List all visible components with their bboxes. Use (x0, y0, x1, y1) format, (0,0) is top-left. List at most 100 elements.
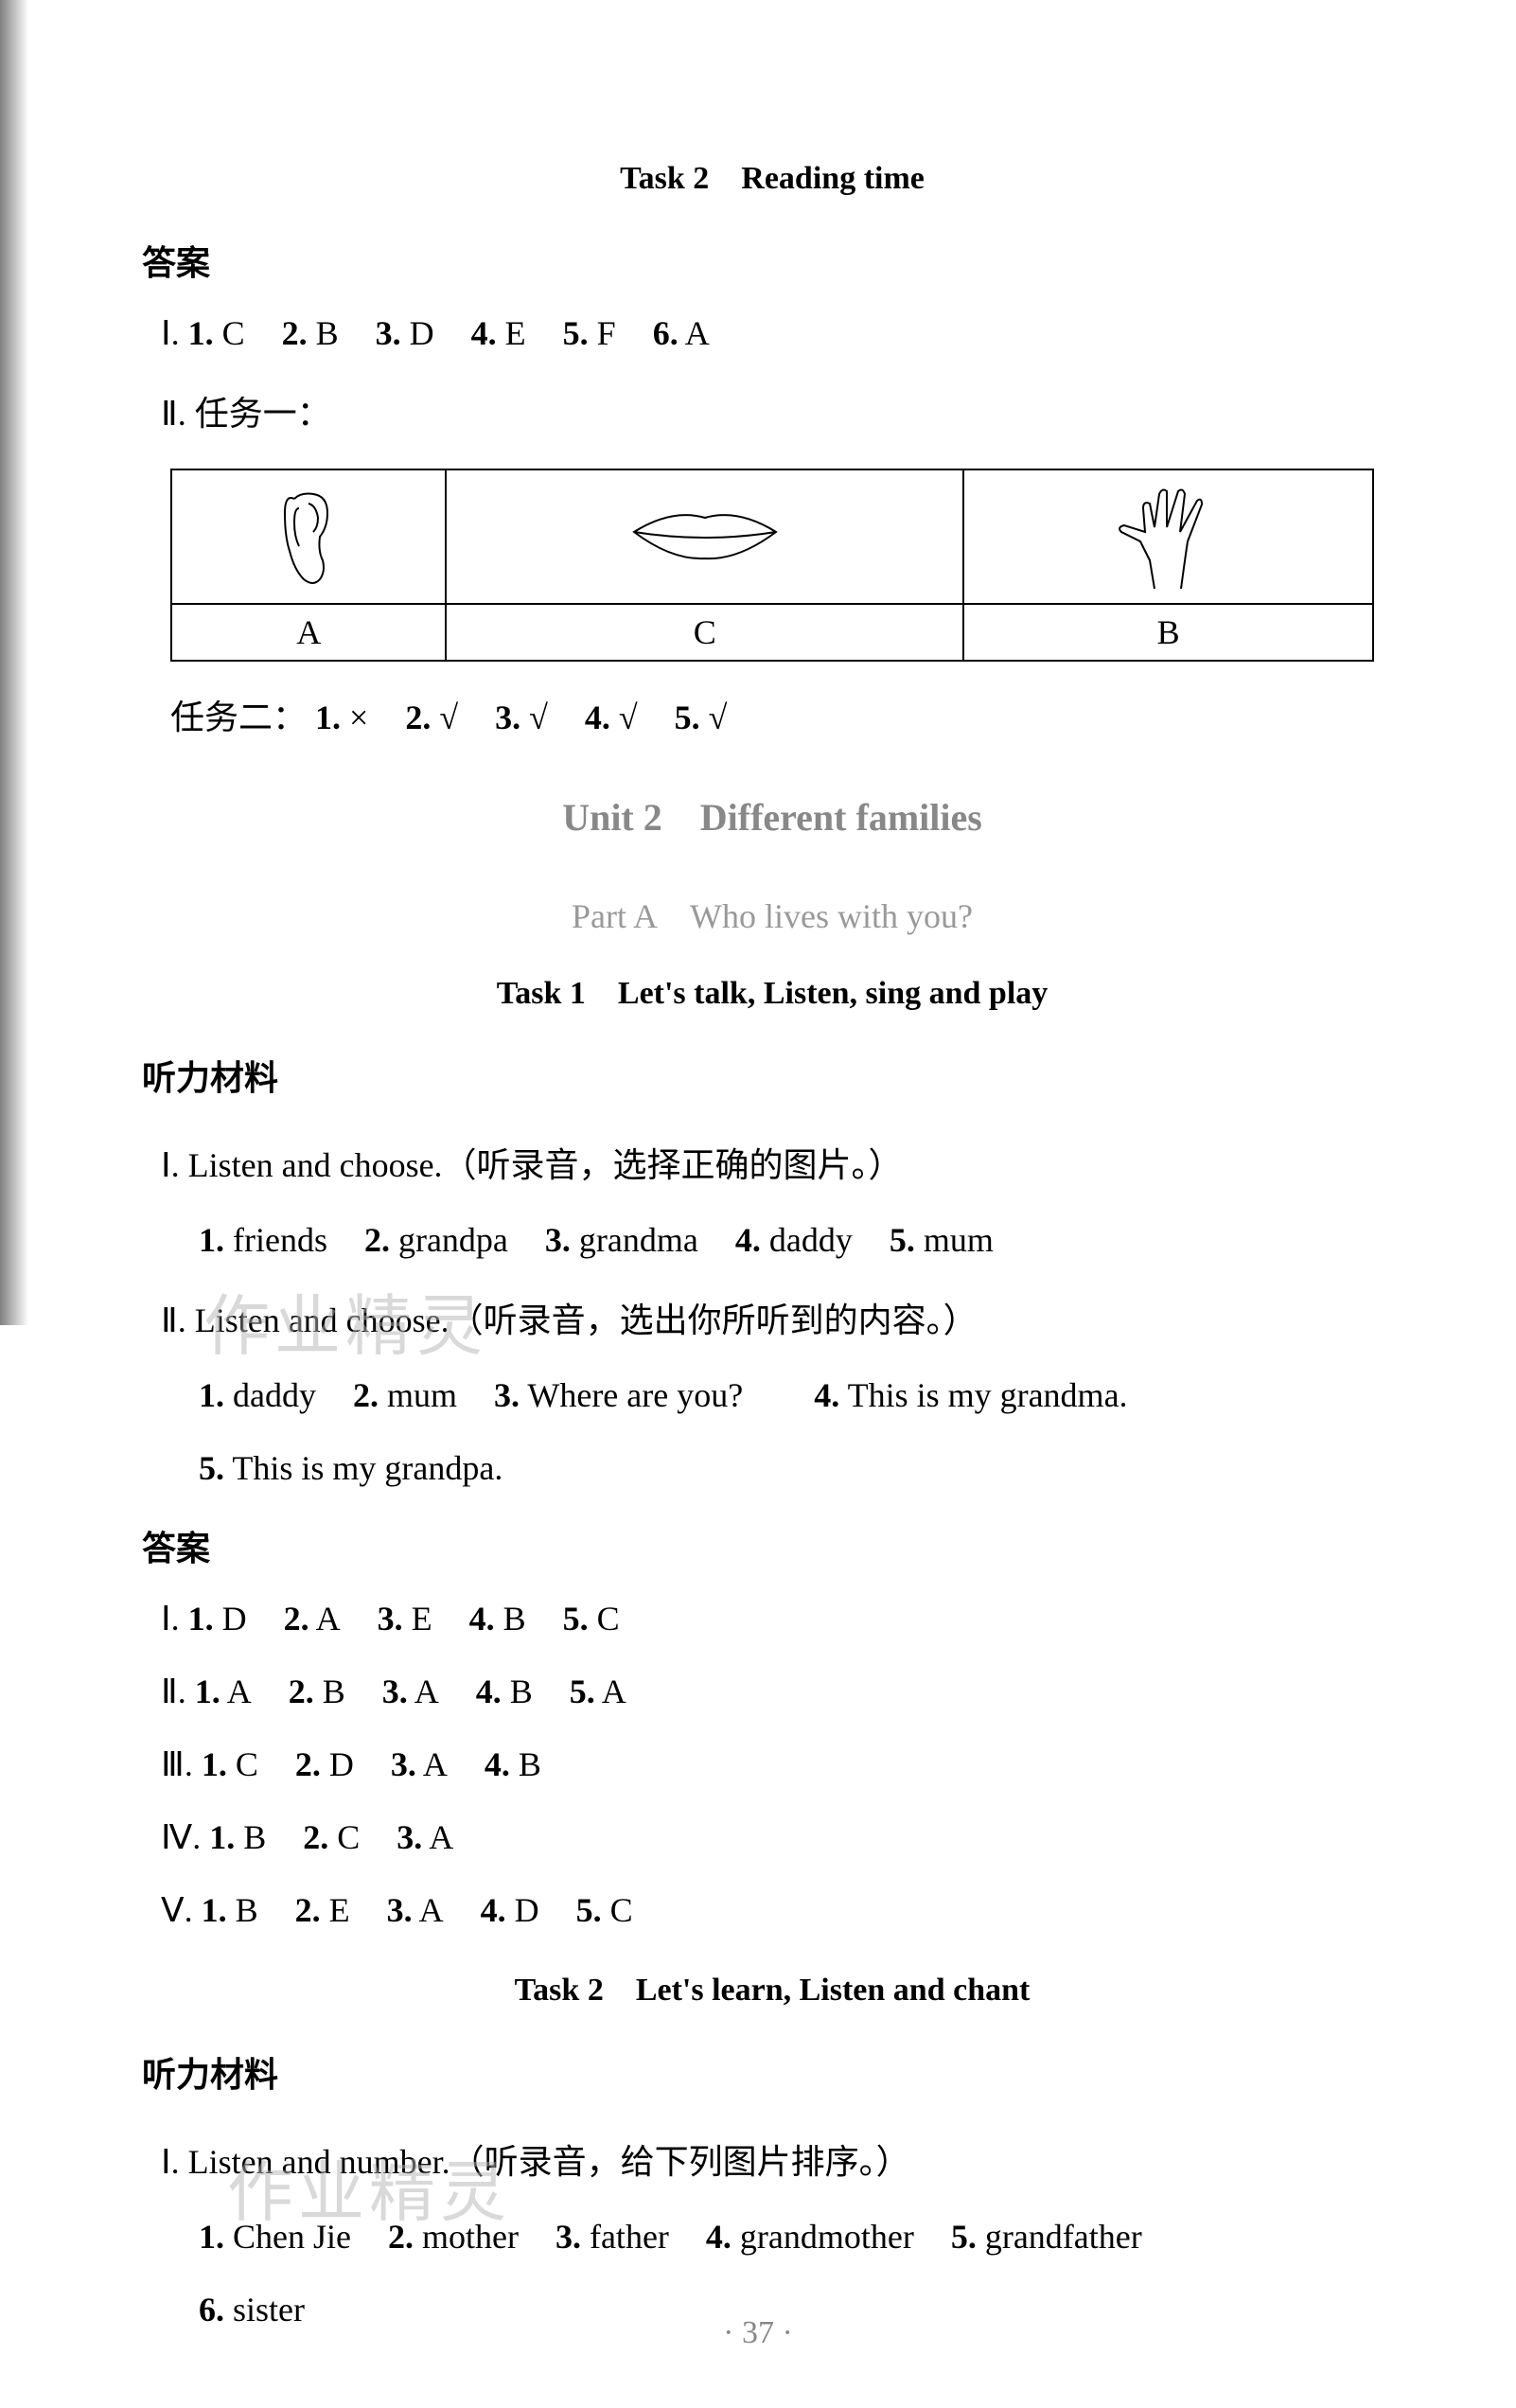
item-num: 5. (199, 1449, 224, 1487)
item-val: father (590, 2218, 669, 2256)
item-val: mum (924, 1221, 994, 1259)
task1-header: Task 1 Let's talk, Listen, sing and play (142, 966, 1402, 1013)
answer-val: E (329, 1891, 350, 1929)
listening-1-items: 1. friends 2. grandpa 3. grandma 4. dadd… (142, 1220, 1402, 1260)
answer-num: 4. (476, 1673, 502, 1710)
item-val: Chen Jie (233, 2218, 351, 2256)
listening-3-title: Ⅰ. Listen and number.（听录音，给下列图片排序。） (142, 2134, 1402, 2184)
listening-2-text: Listen and choose.（听录音，选出你所听到的内容。） (195, 1301, 978, 1339)
listening-1-title: Ⅰ. Listen and choose.（听录音，选择正确的图片。） (142, 1138, 1402, 1187)
answer-num: 3. (495, 699, 520, 736)
answer-num: 2. (284, 1600, 309, 1638)
section-1-prefix: Ⅰ. (161, 314, 180, 352)
table-label: C (446, 604, 963, 661)
table-cell-ear (171, 469, 446, 604)
section-2-task1-label: Ⅱ. 任务一： (142, 386, 1402, 435)
table-cell-hand (963, 469, 1373, 604)
answer-num: 2. (405, 699, 431, 736)
listening-2-title: Ⅱ. Listen and choose.（听录音，选出你所听到的内容。） (142, 1293, 1402, 1342)
item-num: 1. (199, 2218, 224, 2256)
answers2-row-3: Ⅲ. 1. C 2. D 3. A 4. B (142, 1744, 1402, 1784)
item-val: grandfather (985, 2218, 1142, 2256)
answer-val: A (414, 1673, 439, 1710)
task2-sub-answers: 任务二： 1. × 2. √ 3. √ 4. √ 5. √ (170, 690, 1402, 739)
answer-num: 3. (376, 314, 401, 352)
answer-val: A (429, 1818, 453, 1856)
item-num: 1. (199, 1376, 224, 1414)
listening-2-items-row1: 1. daddy 2. mum 3. Where are you? 4. Thi… (142, 1375, 1402, 1415)
answer-num: 5. (570, 1673, 595, 1710)
answer-num: 2. (295, 1745, 321, 1783)
ear-icon (271, 485, 346, 589)
answer-num: 5. (563, 1600, 589, 1638)
listening-1-prefix: Ⅰ. (161, 1146, 180, 1184)
answer-num: 4. (481, 1891, 506, 1929)
answer-val: B (519, 1745, 541, 1783)
item-val: grandmother (740, 2218, 914, 2256)
answer-num: 4. (471, 314, 497, 352)
part-header: Part A Who lives with you? (142, 889, 1402, 938)
answer-num: 1. (188, 1600, 214, 1638)
answers-2-label: 答案 (142, 1521, 1402, 1570)
listening-1-text: Listen and choose.（听录音，选择正确的图片。） (188, 1146, 903, 1184)
item-val: This is my grandpa. (232, 1449, 502, 1487)
answer-num: 4. (485, 1745, 510, 1783)
answer-val: B (323, 1673, 345, 1710)
answer-val: B (510, 1673, 533, 1710)
listening-2-items-row2: 5. This is my grandpa. (142, 1448, 1402, 1488)
item-num: 1. (199, 1221, 224, 1259)
item-val: friends (233, 1221, 327, 1259)
page-binding-shadow (0, 0, 28, 1325)
listening-2-prefix: Ⅱ. (161, 1301, 186, 1339)
answer-val: B (503, 1600, 526, 1638)
answer-num: 1. (202, 1891, 227, 1929)
row-prefix: Ⅴ. (161, 1891, 193, 1929)
answer-num: 3. (382, 1673, 408, 1710)
listening-3-items-row1: 1. Chen Jie 2. mother 3. father 4. grand… (142, 2217, 1402, 2257)
task2-reading-time-header: Task 2 Reading time (142, 151, 1402, 198)
listening-materials-label: 听力材料 (142, 1051, 1402, 1100)
answer-val: D (410, 314, 434, 352)
answer-val: A (423, 1745, 448, 1783)
item-val: Where are you? (527, 1376, 743, 1414)
answer-num: 5. (563, 314, 589, 352)
item-val: daddy (233, 1376, 316, 1414)
answer-val: B (236, 1891, 258, 1929)
row-prefix: Ⅲ. (161, 1745, 193, 1783)
answer-val: C (222, 314, 245, 352)
item-num: 3. (494, 1376, 520, 1414)
answer-num: 2. (303, 1818, 328, 1856)
answers-label: 答案 (142, 236, 1402, 285)
answer-num: 4. (469, 1600, 495, 1638)
hand-icon (1107, 480, 1230, 593)
listening-3-prefix: Ⅰ. (161, 2143, 180, 2181)
item-num: 5. (890, 1221, 915, 1259)
answer-num: 2. (295, 1891, 321, 1929)
answer-num: 5. (576, 1891, 602, 1929)
item-num: 2. (364, 1221, 390, 1259)
page-number: · 37 · (0, 2315, 1516, 2351)
item-num: 2. (353, 1376, 379, 1414)
answer-val: √ (709, 699, 728, 736)
item-val: mum (387, 1376, 457, 1414)
answer-val: F (597, 314, 616, 352)
item-num: 2. (388, 2218, 414, 2256)
item-num: 3. (545, 1221, 571, 1259)
item-num: 4. (735, 1221, 761, 1259)
row-prefix: Ⅳ. (161, 1818, 201, 1856)
item-val: This is my grandma. (848, 1376, 1128, 1414)
item-val: mother (422, 2218, 519, 2256)
item-num: 5. (951, 2218, 977, 2256)
table-label: A (171, 604, 446, 661)
answer-val: √ (619, 699, 638, 736)
answer-val: E (412, 1600, 432, 1638)
answer-val: A (419, 1891, 444, 1929)
answer-num: 1. (202, 1745, 227, 1783)
answer-num: 3. (387, 1891, 413, 1929)
answer-val: D (222, 1600, 247, 1638)
answer-val: C (337, 1818, 360, 1856)
answer-num: 1. (209, 1818, 235, 1856)
answer-val: D (329, 1745, 354, 1783)
row-prefix: Ⅱ. (161, 1673, 186, 1710)
item-val: grandma (579, 1221, 698, 1259)
